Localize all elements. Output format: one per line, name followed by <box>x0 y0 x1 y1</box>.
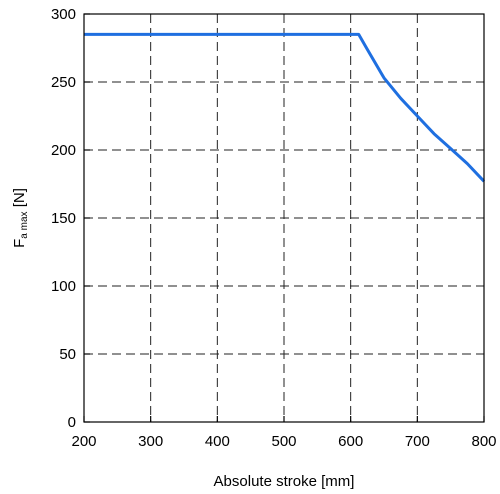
y-axis-label: Fa max [N] <box>11 188 30 248</box>
series-line <box>84 32 486 183</box>
axis-ticks <box>83 13 485 423</box>
x-tick-label: 300 <box>138 433 163 450</box>
x-tick-label: 600 <box>338 433 363 450</box>
x-tick-label: 700 <box>405 433 430 450</box>
y-tick-labels: 0 50 100 150 200 250 300 <box>51 6 76 431</box>
y-tick-label: 250 <box>51 74 76 91</box>
x-tick-labels: 200 300 400 500 600 700 800 <box>71 433 496 450</box>
x-tick-label: 200 <box>71 433 96 450</box>
y-tick-label: 0 <box>68 414 76 431</box>
y-tick-label: 100 <box>51 278 76 295</box>
y-axis-label-unit: [N] <box>11 188 28 211</box>
y-tick-label: 200 <box>51 142 76 159</box>
y-tick-label: 300 <box>51 6 76 23</box>
y-axis-label-subscript: a max <box>19 211 30 238</box>
series-group <box>84 32 486 183</box>
x-tick-label: 400 <box>205 433 230 450</box>
grid-lines <box>84 14 484 422</box>
x-tick-label: 500 <box>271 433 296 450</box>
y-tick-label: 50 <box>59 346 76 363</box>
y-axis-label-main: F <box>11 239 28 248</box>
x-tick-label: 800 <box>471 433 496 450</box>
y-tick-label: 150 <box>51 210 76 227</box>
x-axis-label: Absolute stroke [mm] <box>214 473 355 490</box>
